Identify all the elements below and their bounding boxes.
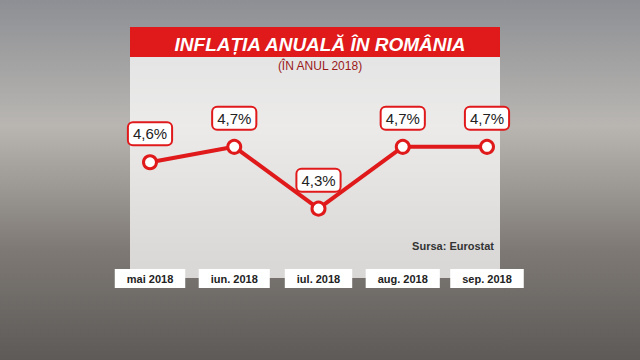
svg-text:iul. 2018: iul. 2018 <box>297 273 340 285</box>
svg-text:mai 2018: mai 2018 <box>127 273 173 285</box>
svg-text:sep. 2018: sep. 2018 <box>462 273 512 285</box>
svg-text:4,6%: 4,6% <box>133 125 167 142</box>
svg-text:aug. 2018: aug. 2018 <box>378 273 428 285</box>
svg-text:iun. 2018: iun. 2018 <box>211 273 258 285</box>
svg-text:4,3%: 4,3% <box>301 172 335 189</box>
svg-text:INFLAȚIA ANUALĂ ÎN ROMÂNIA: INFLAȚIA ANUALĂ ÎN ROMÂNIA <box>175 34 466 55</box>
svg-text:4,7%: 4,7% <box>386 110 420 127</box>
svg-text:4,7%: 4,7% <box>470 110 504 127</box>
svg-text:4,7%: 4,7% <box>217 110 251 127</box>
svg-text:Sursa: Eurostat: Sursa: Eurostat <box>412 240 494 252</box>
svg-text:(ÎN ANUL 2018): (ÎN ANUL 2018) <box>278 58 362 73</box>
